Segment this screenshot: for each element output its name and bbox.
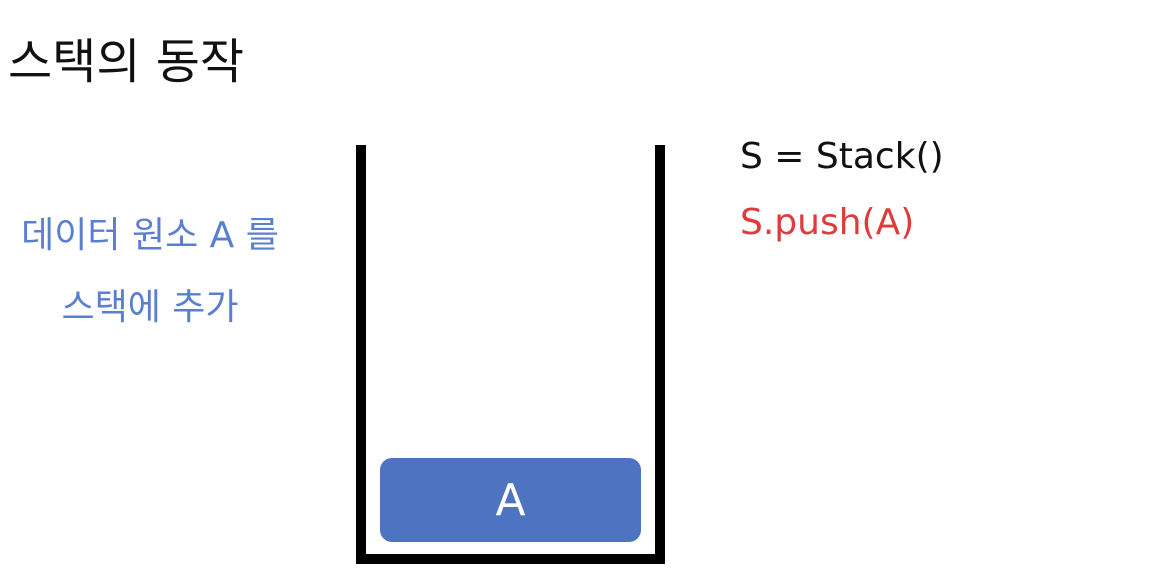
description-line-2: 스택에 추가 <box>61 287 239 328</box>
code-line-create-stack: S = Stack() <box>740 136 944 177</box>
slide-title: 스택의 동작 <box>8 34 245 90</box>
code-line-push: S.push(A) <box>740 202 915 243</box>
stack-left-wall <box>356 145 366 564</box>
stack-right-wall <box>655 145 665 564</box>
description: 데이터 원소 A 를 스택에 추가 <box>0 200 300 344</box>
stack-bottom-wall <box>356 554 665 564</box>
stack-element-a: A <box>380 458 641 542</box>
description-line-1: 데이터 원소 A 를 <box>21 215 279 256</box>
